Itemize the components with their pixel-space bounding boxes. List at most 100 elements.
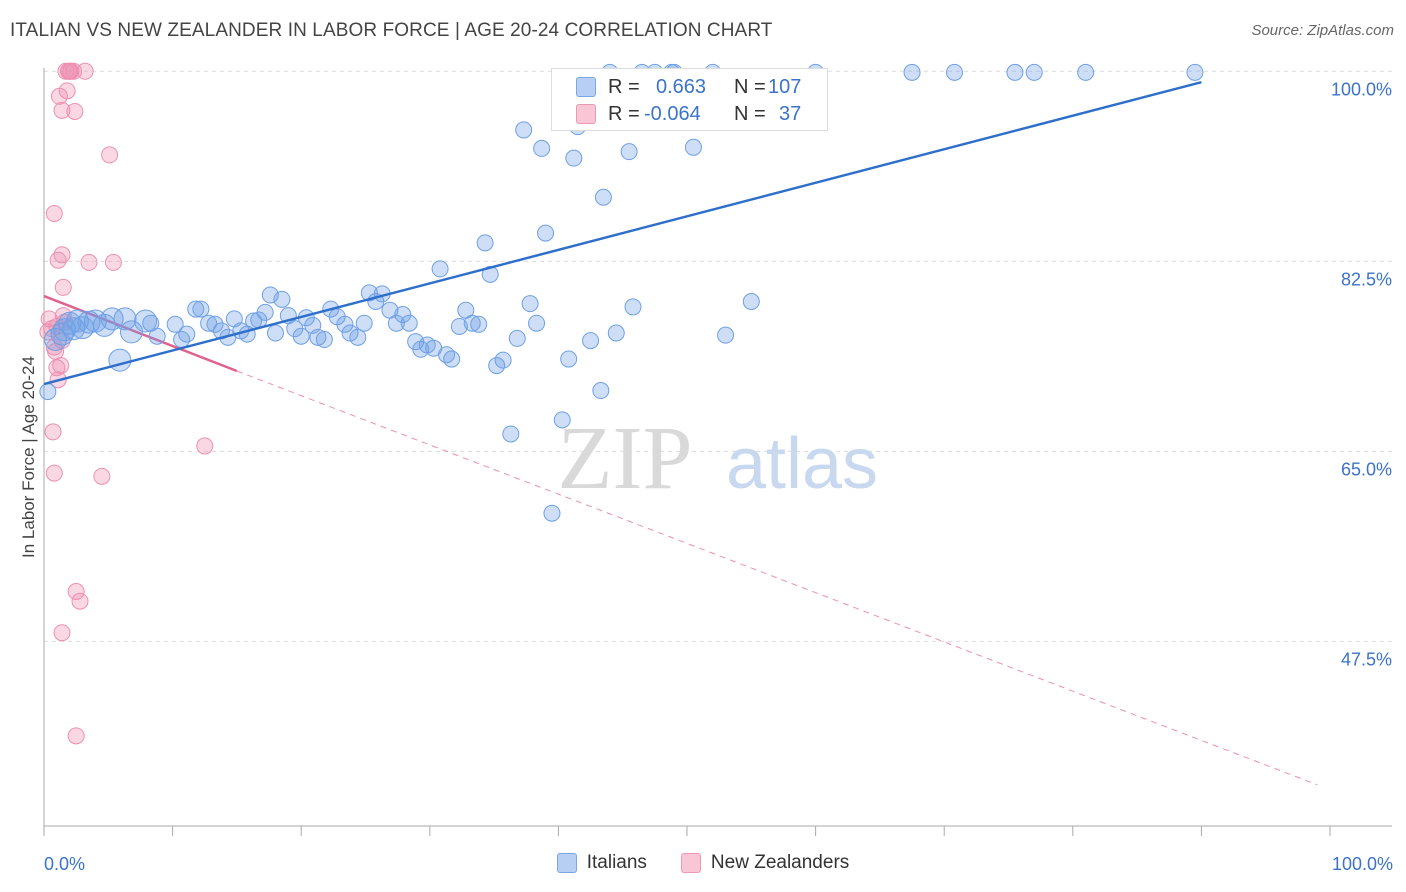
nz-point	[101, 146, 119, 164]
italian-point	[684, 138, 702, 156]
italian-point	[192, 300, 210, 318]
nz-point	[67, 727, 85, 745]
italian-point	[315, 331, 333, 349]
x-tick-label: 100.0%	[1332, 854, 1393, 874]
nz-point	[104, 253, 122, 271]
italian-point	[537, 224, 555, 242]
italian-point	[592, 382, 610, 400]
watermark-zip: ZIP	[558, 409, 693, 508]
italian-point	[336, 315, 354, 333]
nz-swatch	[576, 104, 596, 124]
italian-point	[166, 315, 184, 333]
r-value: 0.663	[656, 75, 707, 98]
r-label: R =	[608, 102, 640, 125]
italian-point	[502, 425, 520, 443]
italian-point	[360, 284, 378, 302]
chart-title: ITALIAN VS NEW ZEALANDER IN LABOR FORCE …	[10, 20, 773, 41]
r-value: -0.064	[644, 102, 701, 125]
nz-point	[44, 423, 62, 441]
italian-point	[62, 317, 86, 341]
nz-point	[58, 82, 76, 100]
x-tick-label: 0.0%	[44, 854, 85, 874]
axes	[43, 68, 1392, 836]
grid-lines	[44, 70, 1392, 642]
legend: Italians New Zealanders	[0, 852, 1406, 874]
italian-point	[476, 234, 494, 252]
italian-points	[39, 63, 1204, 522]
n-value: 37	[779, 102, 802, 125]
italian-point	[903, 63, 921, 81]
italians-swatch	[556, 853, 577, 873]
italian-point	[309, 328, 327, 346]
n-value: 107	[768, 75, 802, 98]
italian-point	[400, 314, 418, 332]
italian-point	[521, 295, 539, 313]
nz-point	[52, 357, 70, 375]
nz-point	[71, 592, 89, 610]
nz-trend-extension	[236, 370, 1318, 786]
italian-point	[273, 290, 291, 308]
watermark: ZIP atlas	[558, 409, 879, 508]
italian-point	[528, 314, 546, 332]
italian-point	[443, 350, 461, 368]
n-label: N =	[734, 102, 766, 125]
italian-trend-line	[43, 80, 1202, 386]
italian-point	[77, 310, 101, 334]
legend-item-italians[interactable]: Italians	[556, 852, 647, 874]
nz-point	[53, 246, 71, 264]
y-tick-label: 100.0%	[1331, 79, 1392, 99]
italian-point	[1025, 63, 1043, 81]
nz-point	[80, 253, 98, 271]
italian-point	[450, 317, 468, 335]
italian-point	[341, 324, 359, 342]
legend-label: Italians	[586, 852, 647, 873]
nz-point	[54, 278, 72, 296]
nz-trend-line	[43, 294, 238, 373]
n-label: N =	[734, 75, 766, 98]
italian-point	[206, 315, 224, 333]
italian-point	[292, 327, 310, 345]
italian-point	[607, 324, 625, 342]
nz-point	[45, 205, 63, 223]
italian-point	[945, 63, 963, 81]
y-tick-label: 47.5%	[1341, 649, 1392, 669]
nz-point	[67, 582, 85, 600]
italian-point	[187, 300, 205, 318]
italian-point	[624, 298, 642, 316]
y-tick-label: 65.0%	[1341, 459, 1392, 479]
italian-point	[349, 328, 367, 346]
italian-point	[387, 314, 405, 332]
italian-point	[560, 350, 578, 368]
legend-label: New Zealanders	[710, 852, 850, 873]
nz-points	[39, 62, 214, 745]
nz-point	[53, 624, 71, 642]
nz-point	[53, 101, 71, 119]
italian-point	[92, 313, 116, 337]
italian-point	[355, 314, 373, 332]
italian-point	[582, 332, 600, 350]
y-tick-labels: 100.0% 82.5% 65.0% 47.5%	[1331, 79, 1392, 669]
italian-point	[742, 293, 760, 311]
italian-point	[266, 324, 284, 342]
legend-item-nz[interactable]: New Zealanders	[680, 852, 850, 874]
italian-point	[533, 139, 551, 157]
stats-row-nz: R = -0.064 N = 37	[552, 99, 827, 129]
italian-point	[508, 329, 526, 347]
x-tick-labels: 0.0% 100.0%	[44, 854, 1393, 874]
italian-point	[113, 307, 137, 331]
italian-point	[515, 121, 533, 139]
italian-point	[463, 314, 481, 332]
italian-point	[148, 327, 166, 345]
nz-point	[196, 437, 214, 455]
italian-point	[717, 326, 735, 344]
stats-row-italians: R = 0.663 N = 107	[552, 72, 827, 102]
stats-box: R = 0.663 N = 107 R = -0.064 N = 37	[551, 68, 828, 131]
italian-trend	[43, 80, 1202, 386]
italian-point	[1186, 63, 1204, 81]
nz-swatch	[680, 853, 701, 873]
italian-point	[594, 188, 612, 206]
italian-point	[543, 504, 561, 522]
italian-point	[256, 303, 274, 321]
italian-point	[394, 306, 412, 324]
